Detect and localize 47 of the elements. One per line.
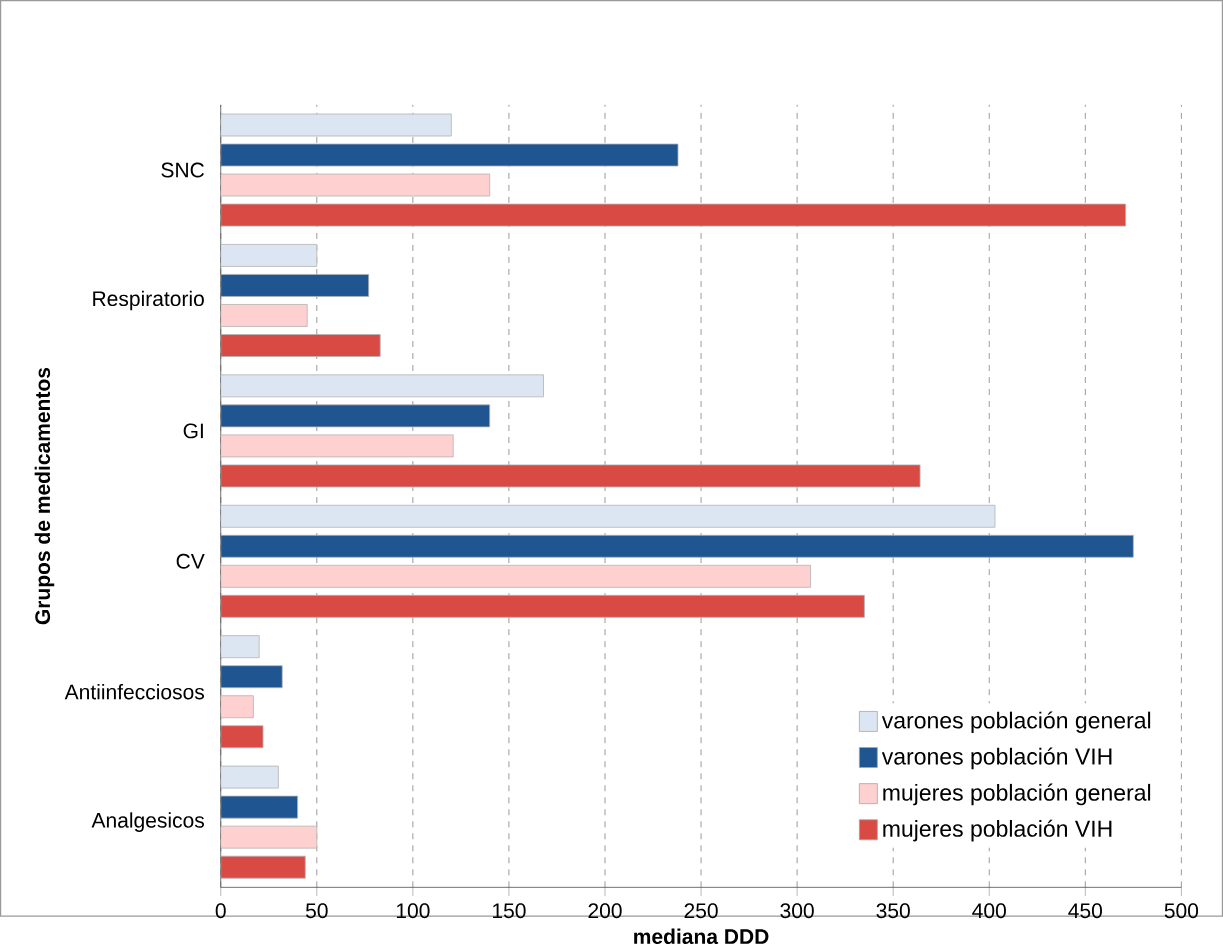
x-tick-label: 450 <box>1068 903 1102 919</box>
bar <box>220 434 454 458</box>
y-tick-label: SNC <box>161 162 204 178</box>
x-tick-label: 250 <box>684 903 718 919</box>
bar <box>220 334 381 357</box>
bar <box>220 795 298 819</box>
bar <box>220 504 996 528</box>
bar <box>220 534 1134 558</box>
x-tick-label: 400 <box>972 903 1006 919</box>
bar <box>220 113 452 137</box>
y-tick-label: Analgesicos <box>91 812 204 832</box>
x-tick-label: 200 <box>588 903 622 919</box>
bar <box>220 825 318 849</box>
bar <box>220 274 370 297</box>
bar <box>220 304 308 327</box>
bar <box>220 594 865 618</box>
bar <box>220 173 491 197</box>
bar <box>220 203 1127 227</box>
bar <box>220 143 679 167</box>
bar <box>220 244 318 267</box>
bar <box>220 725 264 749</box>
bar <box>220 464 921 488</box>
bar <box>220 404 491 428</box>
x-tick-label: 500 <box>1164 903 1199 919</box>
bar <box>220 695 254 719</box>
bar <box>220 635 260 659</box>
y-axis-title: Grupos de medicamentos <box>34 367 55 625</box>
legend-label: mujeres población general <box>883 783 1151 806</box>
y-tick-label: Respiratorio <box>93 290 204 311</box>
x-tick-label: 300 <box>780 903 814 919</box>
y-tick-label: GI <box>183 423 203 439</box>
legend-label: mujeres población VIH <box>883 819 1112 842</box>
legend-label: varones población VIH <box>881 747 1112 770</box>
bar <box>220 564 811 588</box>
x-tick-label: 0 <box>215 903 226 919</box>
bar <box>220 855 306 879</box>
x-tick-label: 100 <box>396 903 430 919</box>
y-tick-label: CV <box>176 553 205 569</box>
bar <box>220 765 279 789</box>
x-tick-label: 350 <box>876 903 910 919</box>
bar <box>220 374 544 398</box>
bar <box>220 665 283 689</box>
legend-label: varones población general <box>881 711 1151 734</box>
x-tick-label: 50 <box>305 903 328 919</box>
x-axis-title: mediana DDD <box>634 928 769 945</box>
y-tick-label: Antiinfecciosos <box>64 684 204 700</box>
x-tick-label: 150 <box>493 903 526 919</box>
